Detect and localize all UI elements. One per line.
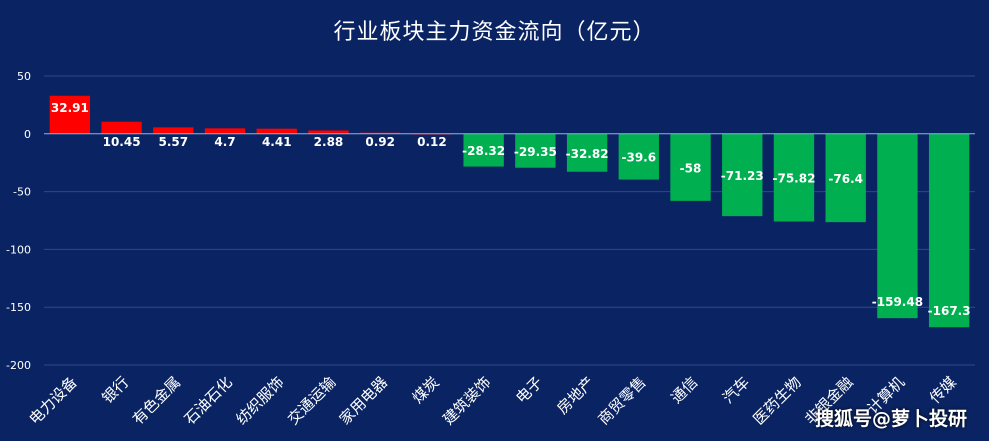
- x-tick-label: 医药生物: [750, 373, 805, 428]
- data-label: -76.4: [828, 172, 863, 186]
- bar: [101, 121, 142, 134]
- x-tick-label: 纺织服饰: [232, 373, 287, 428]
- bar: [256, 128, 297, 134]
- bar: [722, 133, 763, 217]
- chart-title: 行业板块主力资金流向（亿元）: [333, 20, 656, 45]
- x-tick-label: 煤炭: [409, 373, 443, 407]
- data-label: -71.23: [721, 169, 764, 183]
- data-label: 10.45: [103, 135, 141, 149]
- x-tick-label: 交通运输: [284, 373, 339, 428]
- bar: [360, 132, 401, 134]
- data-label: 4.7: [214, 135, 235, 149]
- bar: [773, 133, 815, 222]
- x-tick-label: 有色金属: [129, 373, 184, 428]
- bar: [153, 127, 194, 134]
- bar: [566, 133, 608, 172]
- y-tick-label: 0: [24, 128, 31, 141]
- x-tick-label: 商贸零售: [594, 373, 649, 428]
- data-label: -28.32: [462, 144, 505, 158]
- x-tick-label: 建筑装饰: [439, 373, 494, 428]
- y-tick-label: -200: [6, 359, 31, 372]
- x-tick-label: 家用电器: [336, 373, 391, 428]
- bar: [670, 133, 711, 201]
- x-tick-label: 汽车: [719, 373, 753, 407]
- x-tick-label: 电子: [512, 373, 546, 407]
- data-label: 5.57: [159, 135, 189, 149]
- bar: [308, 130, 349, 134]
- y-tick-label: 50: [17, 70, 31, 83]
- y-tick-label: -100: [6, 243, 31, 256]
- bar: [928, 133, 970, 328]
- data-label: -167.3: [928, 304, 971, 318]
- data-label: 0.92: [365, 135, 395, 149]
- data-label: -29.35: [514, 145, 557, 159]
- bar: [825, 133, 866, 223]
- data-label: -58: [680, 161, 702, 175]
- y-tick-label: -50: [13, 186, 31, 199]
- data-label: -75.82: [773, 172, 816, 186]
- y-tick-label: -150: [6, 301, 31, 314]
- data-label: 2.88: [314, 135, 344, 149]
- x-tick-label: 电力设备: [26, 373, 81, 428]
- bar: [877, 133, 918, 319]
- x-tick-label: 传媒: [926, 373, 960, 407]
- x-tick-label: 通信: [667, 373, 701, 407]
- x-tick-label: 房地产: [553, 373, 598, 418]
- data-label: -32.82: [566, 147, 609, 161]
- data-label: 32.91: [51, 101, 89, 115]
- data-label: 4.41: [262, 135, 292, 149]
- bar: [515, 133, 556, 168]
- watermark: 搜狐号@萝卜投研: [814, 408, 967, 430]
- data-label: -159.48: [872, 295, 923, 309]
- bar: [618, 133, 659, 180]
- x-tick-label: 银行: [98, 373, 132, 407]
- bar: [204, 128, 246, 134]
- data-label: -39.6: [622, 151, 657, 165]
- bar: [49, 95, 91, 134]
- data-label: 0.12: [417, 135, 447, 149]
- bar: [463, 133, 504, 167]
- x-tick-label: 石油石化: [181, 373, 236, 428]
